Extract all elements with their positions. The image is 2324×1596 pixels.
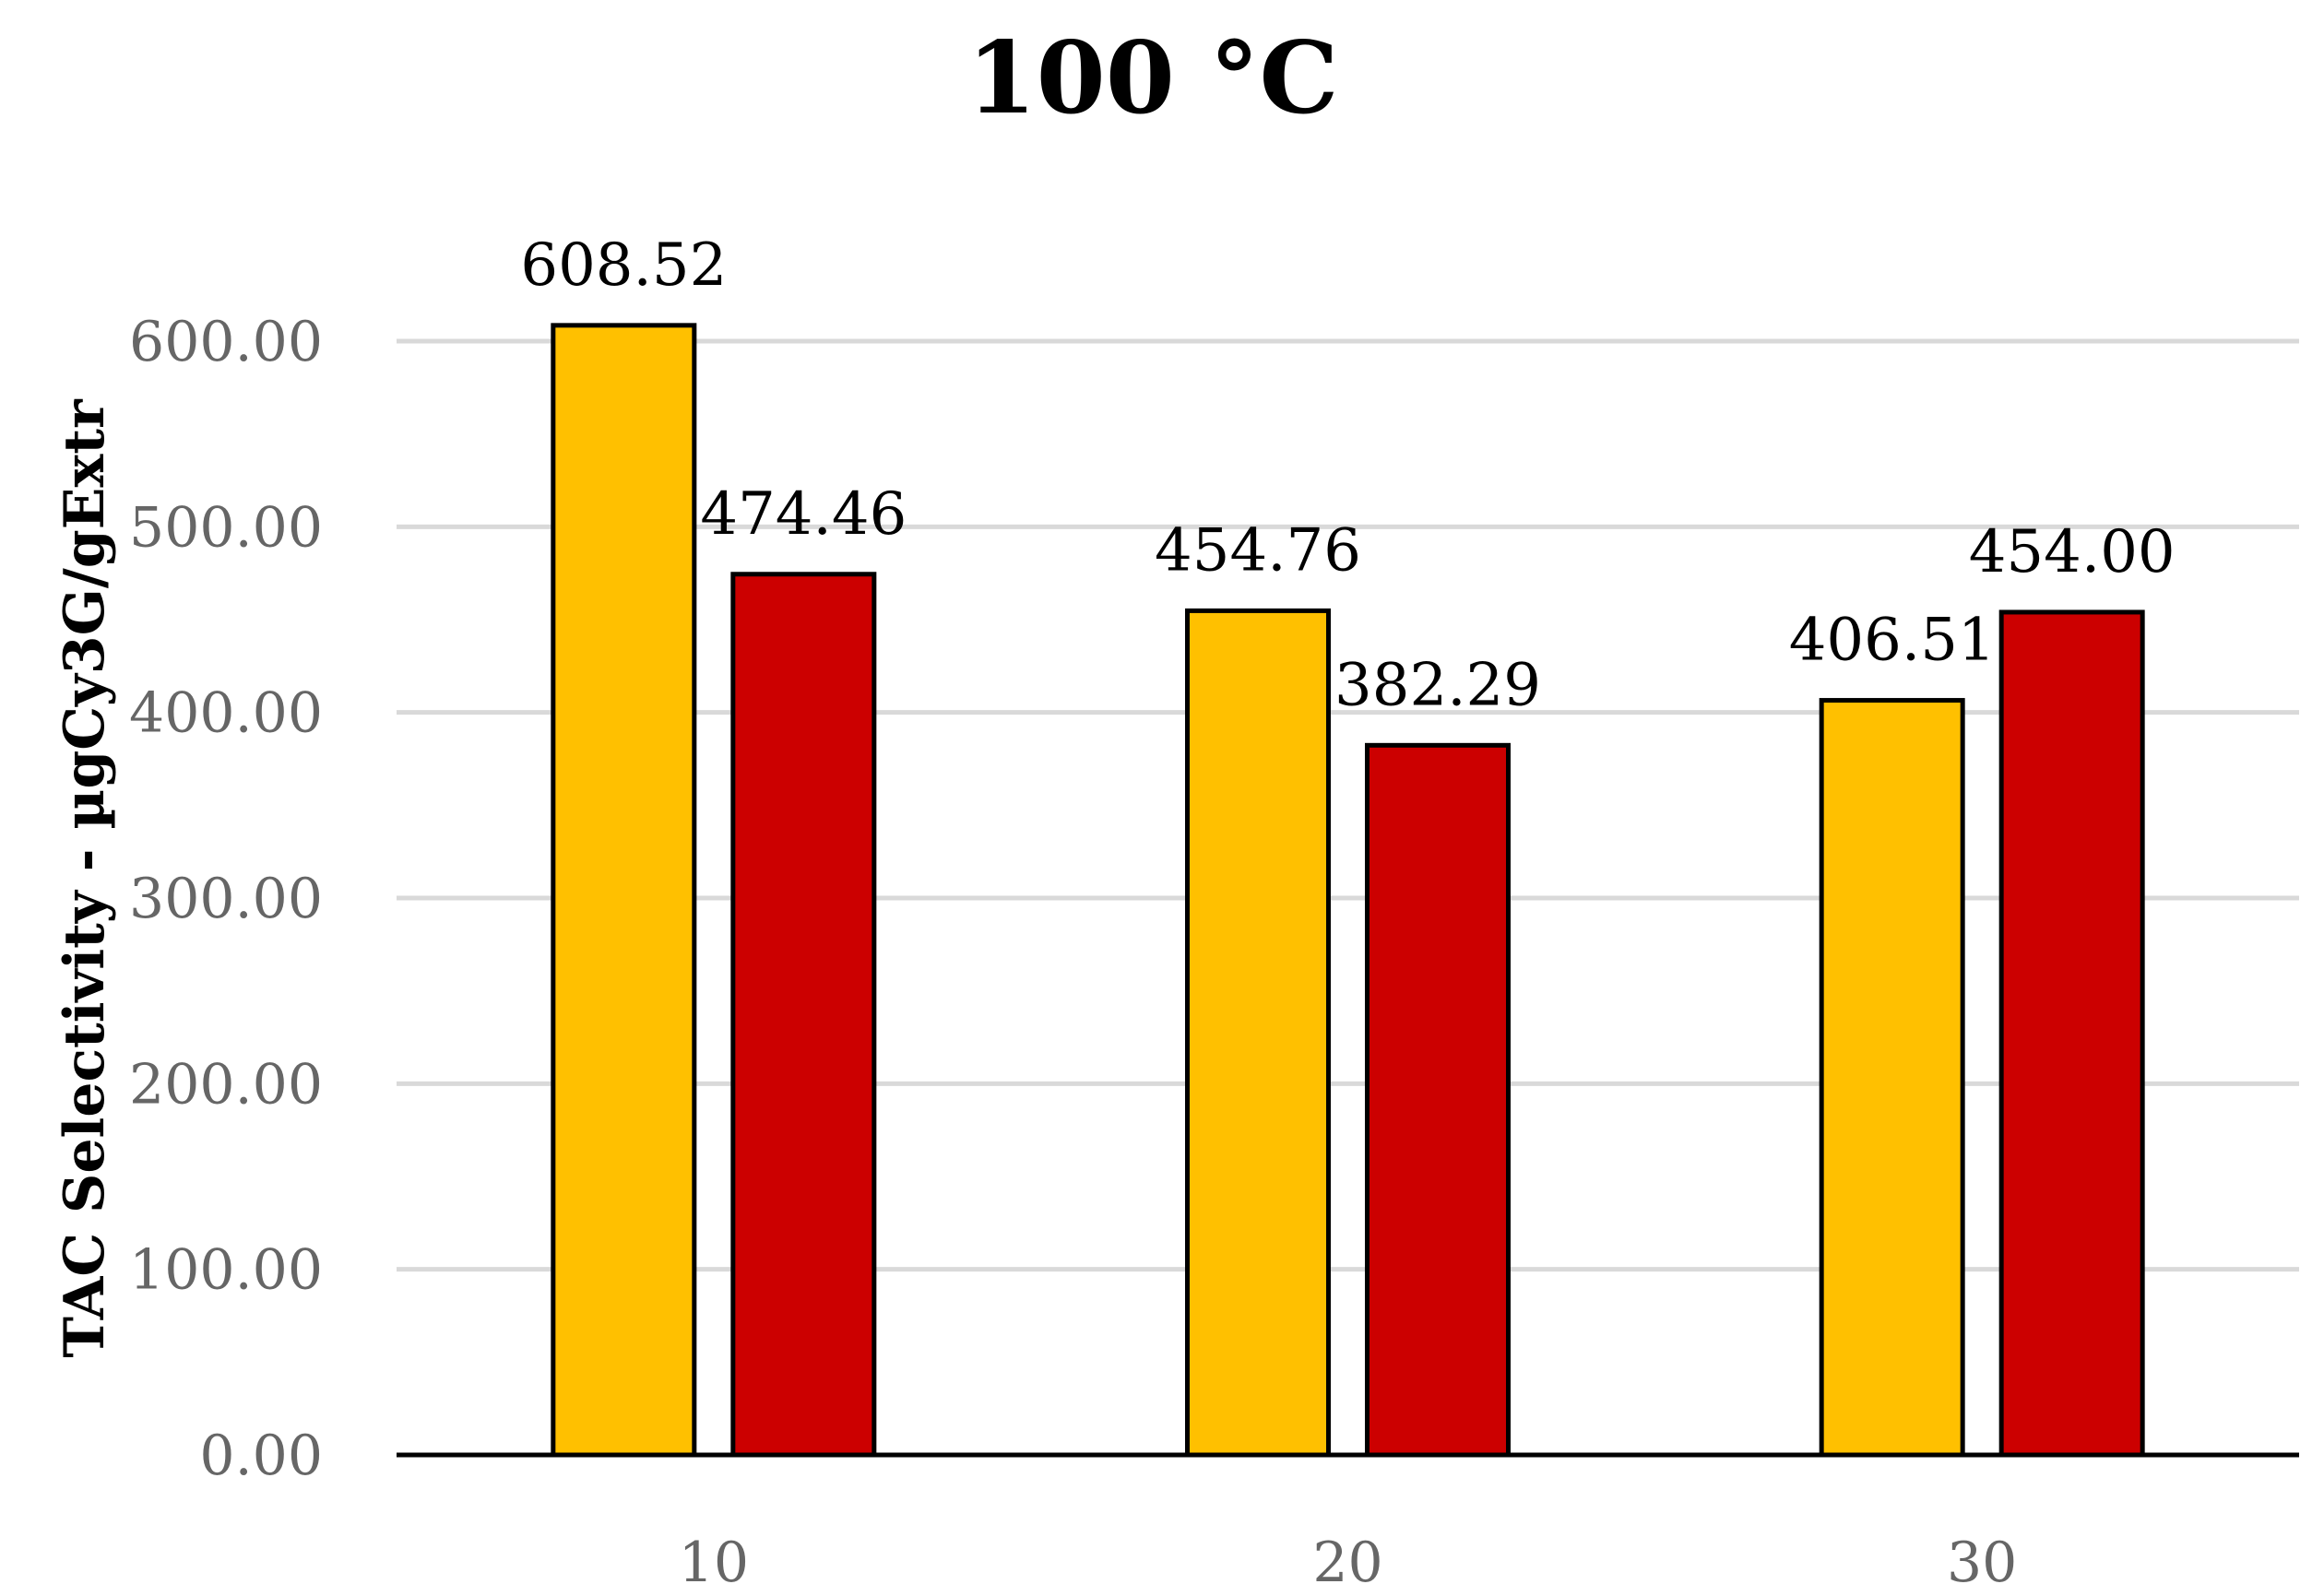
y-tick-label: 600.00	[129, 310, 323, 374]
x-tick-label: 20	[1312, 1531, 1382, 1595]
bar	[1365, 742, 1511, 1458]
data-label: 406.51	[1789, 607, 1996, 675]
bar	[1819, 698, 1965, 1458]
y-tick-label: 200.00	[129, 1052, 323, 1117]
bars	[551, 323, 2145, 1458]
y-tick-label: 400.00	[129, 681, 323, 746]
y-axis-label: TAC Selectivity - µgCy3G/gExtr	[53, 398, 117, 1358]
x-tick-label: 30	[1947, 1531, 2017, 1595]
bar	[1998, 609, 2145, 1458]
y-tick-label: 300.00	[129, 867, 323, 931]
data-label: 474.46	[700, 480, 907, 549]
data-label: 382.29	[1334, 651, 1541, 719]
y-tick-label: 500.00	[129, 495, 323, 560]
data-label: 608.52	[520, 231, 727, 300]
y-tick-label: 0.00	[199, 1424, 323, 1488]
x-axis-ticks: 10 20 30	[679, 1531, 2018, 1595]
data-label: 454.76	[1155, 516, 1361, 585]
x-tick-label: 10	[679, 1531, 749, 1595]
data-labels: 608.52 474.46 454.76 382.29 406.51 454.00	[520, 231, 2175, 719]
gridlines	[397, 338, 2299, 1272]
bar	[730, 572, 877, 1458]
y-tick-label: 100.00	[129, 1238, 323, 1303]
bar	[551, 323, 697, 1458]
chart-title: 100 °C	[967, 20, 1339, 136]
y-axis-ticks: 0.00 100.00 200.00 300.00 400.00 500.00 600.00	[129, 310, 323, 1488]
bar	[1185, 608, 1331, 1458]
data-label: 454.00	[1969, 518, 2176, 586]
